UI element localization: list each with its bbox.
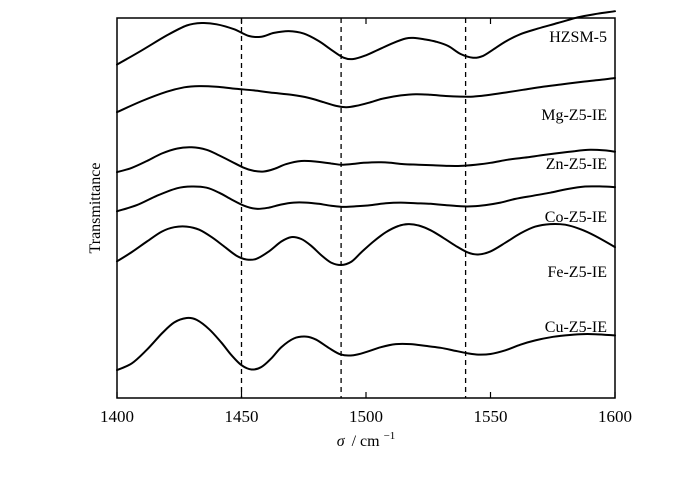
series-label-co-z5-ie: Co-Z5-IE — [545, 209, 607, 226]
series-line-zn-z5-ie — [116, 146, 616, 174]
x-axis-unit-exponent: −1 — [384, 430, 396, 442]
x-axis-symbol: σ — [337, 433, 346, 450]
series-label-hzsm-5: HZSM-5 — [549, 29, 607, 46]
x-axis-unit: / cm — [352, 433, 381, 450]
series-label-zn-z5-ie: Zn-Z5-IE — [546, 156, 607, 173]
series-label-cu-z5-ie: Cu-Z5-IE — [545, 319, 607, 336]
series-label-fe-z5-ie: Fe-Z5-IE — [547, 264, 607, 281]
series-line-hzsm-5 — [116, 10, 616, 66]
series-line-mg-z5-ie — [116, 77, 616, 114]
x-tick-label: 1400 — [100, 407, 134, 426]
series-labels: HZSM-5 Mg-Z5-IE Zn-Z5-IE Co-Z5-IE Fe-Z5-IE Cu… — [541, 29, 607, 336]
x-tick-label: 1500 — [349, 407, 383, 426]
x-tick-label: 1450 — [225, 407, 259, 426]
x-axis-ticks: 1400 1450 1500 1550 1600 — [100, 18, 632, 426]
plot-frame — [116, 17, 616, 399]
series-label-mg-z5-ie: Mg-Z5-IE — [541, 107, 607, 124]
series-line-cu-z5-ie — [116, 316, 616, 372]
y-axis-title: Transmittance — [87, 163, 104, 254]
series-layer — [116, 10, 616, 372]
x-tick-label: 1600 — [598, 407, 632, 426]
x-axis-title: σ / cm −1 — [337, 430, 396, 450]
series-line-co-z5-ie — [116, 185, 616, 213]
series-line-fe-z5-ie — [116, 222, 616, 267]
reference-lines — [240, 18, 467, 398]
x-tick-label: 1550 — [474, 407, 508, 426]
